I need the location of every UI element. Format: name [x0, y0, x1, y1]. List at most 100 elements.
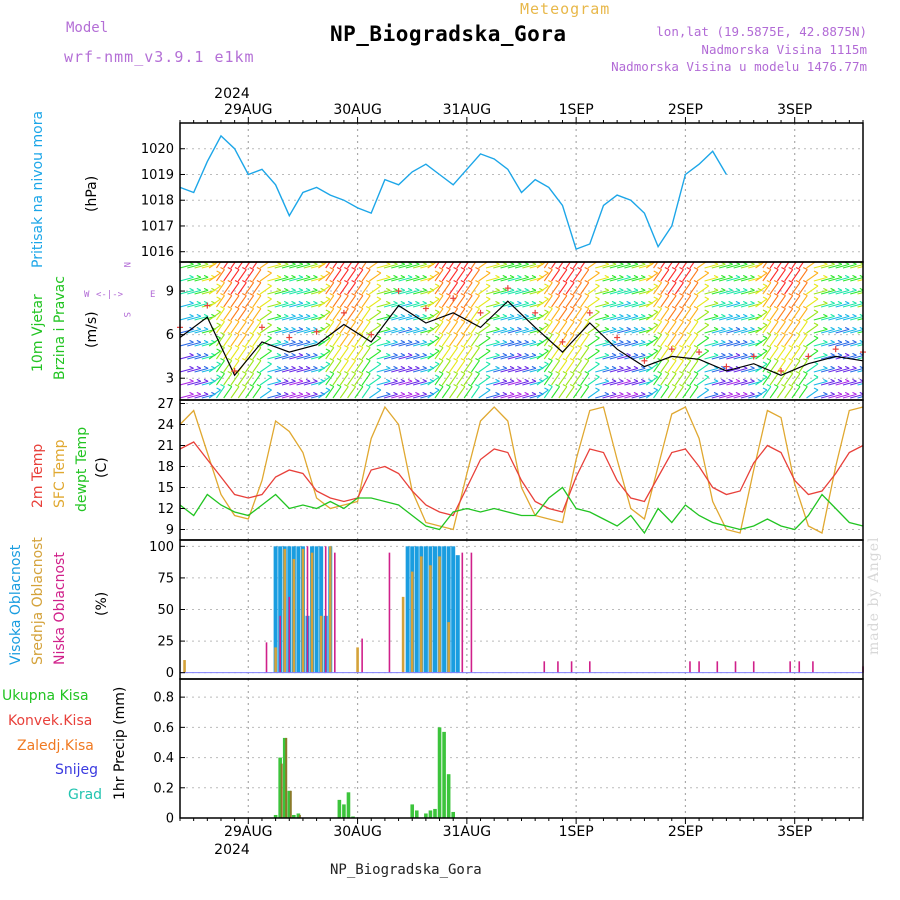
- wind-barb-feather: [823, 365, 828, 369]
- wind-barb: [587, 350, 600, 360]
- wind-barb-feather: [358, 332, 364, 336]
- low-cloud-bar: [361, 638, 363, 673]
- wind-barb: [391, 315, 405, 321]
- wind-barb: [237, 295, 247, 308]
- conv-precip-bar: [298, 814, 301, 818]
- wind-barb: [820, 276, 835, 282]
- wind-barb: [536, 311, 549, 321]
- wind-barb-feather: [453, 345, 458, 349]
- wind-barb: [470, 360, 480, 373]
- wind-barb-feather: [283, 339, 289, 343]
- wind-barb-feather: [742, 300, 748, 304]
- wind-barb-feather: [837, 339, 843, 343]
- wind-barb: [485, 367, 500, 373]
- wind-barb: [456, 373, 466, 386]
- wind-barb-feather: [385, 352, 391, 356]
- wind-barb: [398, 263, 413, 269]
- wind-barb-feather: [823, 326, 828, 330]
- wind-barb-feather: [517, 339, 522, 343]
- wind-barb: [514, 380, 529, 386]
- wind-barb-feather: [393, 339, 398, 343]
- wind-barb-feather: [704, 348, 709, 352]
- wind-barb-feather: [813, 322, 819, 326]
- wind-barb: [689, 282, 699, 295]
- wind-barb-feather: [385, 365, 391, 369]
- wind-barb-feather: [467, 384, 473, 388]
- wind-barb: [704, 328, 719, 334]
- wind-barb-feather: [351, 358, 356, 362]
- wind-barb: [325, 334, 335, 347]
- wind-barb-feather: [446, 384, 451, 388]
- wind-barb: [835, 289, 850, 295]
- wind-barb-feather: [742, 378, 748, 382]
- wind-barb-feather: [555, 358, 560, 362]
- wind-barb: [667, 373, 677, 386]
- wind-barb-feather: [220, 306, 225, 310]
- wind-barb-feather: [351, 384, 356, 388]
- wind-barb-feather: [664, 280, 670, 284]
- wind-barb-feather: [329, 345, 334, 349]
- wind-barb-feather: [422, 339, 427, 343]
- wind-barb: [303, 289, 318, 295]
- wind-barb-feather: [671, 280, 677, 284]
- wind-barb: [289, 328, 303, 334]
- wind-barb: [274, 393, 289, 399]
- wind-barb: [543, 386, 553, 399]
- wind-barb: [660, 334, 670, 347]
- wind-barb-feather: [475, 319, 480, 323]
- wind-barb: [274, 289, 289, 295]
- wind-barb: [784, 386, 794, 399]
- wind-barb-feather: [336, 267, 342, 271]
- wind-barb-feather: [358, 280, 364, 284]
- wind-barb: [296, 302, 311, 308]
- wind-barb-feather: [686, 345, 691, 349]
- wind-barb-feather: [283, 300, 289, 304]
- wind-barb: [828, 276, 843, 282]
- wind-barb: [485, 328, 500, 334]
- wind-barb-feather: [544, 258, 548, 260]
- wind-barb: [587, 298, 600, 308]
- wind-barb-feather: [517, 326, 522, 330]
- wind-barb: [296, 367, 311, 373]
- wind-barb-feather: [654, 258, 658, 260]
- wind-barb: [514, 263, 529, 269]
- wind-barb-feather: [393, 391, 398, 395]
- wind-barb: [543, 282, 553, 295]
- wind-barb-feather: [438, 345, 444, 349]
- wind-barb-feather: [844, 274, 850, 278]
- wind-barb-feather: [358, 319, 364, 323]
- mid-cloud-bar: [328, 546, 332, 673]
- wind-barb: [660, 295, 670, 308]
- wind-barb-feather: [249, 332, 254, 336]
- wind-barb: [405, 328, 420, 334]
- wind-barb-feather: [611, 313, 617, 317]
- y-tick-label: 15: [157, 481, 174, 496]
- wind-barb: [769, 360, 779, 373]
- wind-barb: [339, 347, 349, 360]
- wind-barb-feather: [728, 352, 733, 356]
- wind-barb: [274, 380, 289, 386]
- wind-barb: [398, 367, 413, 373]
- wind-barb-feather: [313, 300, 318, 304]
- wind-barb-feather: [438, 306, 444, 310]
- wind-barb: [820, 315, 835, 321]
- wind-barb-feather: [867, 392, 871, 394]
- wind-barb-feather: [358, 306, 364, 310]
- wind-barb: [441, 308, 451, 321]
- wind-barb: [660, 373, 670, 386]
- wind-barb: [616, 367, 631, 373]
- wind-barb: [274, 367, 289, 373]
- wind-barb-feather: [773, 267, 779, 271]
- wind-barb: [470, 308, 480, 321]
- wind-barb-feather: [485, 361, 491, 365]
- wind-barb: [303, 328, 318, 334]
- wind-barb: [500, 354, 515, 360]
- y-tick-label: 100: [149, 540, 174, 555]
- wind-barb: [441, 360, 451, 373]
- wind-barb-feather: [626, 313, 631, 317]
- wind-barb: [835, 328, 850, 334]
- wind-barb-feather: [283, 378, 289, 382]
- wind-barb: [595, 289, 609, 295]
- wind-barb: [303, 380, 318, 386]
- wind-barb: [325, 386, 335, 399]
